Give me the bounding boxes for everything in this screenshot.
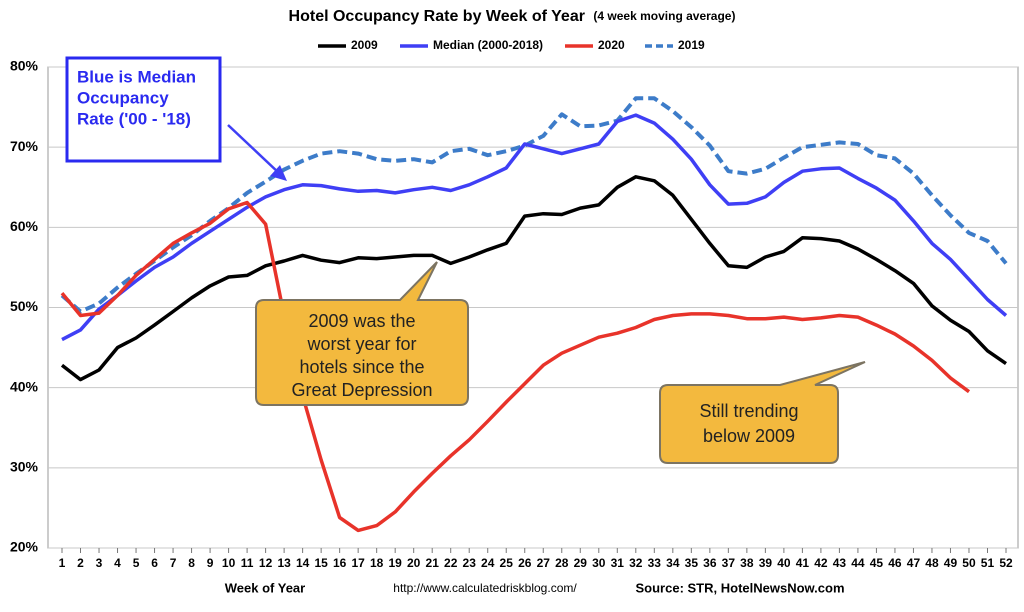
x-tick-label: 7 (170, 556, 177, 570)
x-tick-label: 27 (537, 556, 551, 570)
x-tick-label: 41 (796, 556, 810, 570)
x-axis-label: Week of Year (225, 580, 305, 595)
annotation-arrowhead (270, 165, 287, 181)
y-tick-label: 70% (10, 138, 39, 154)
x-tick-label: 49 (944, 556, 958, 570)
x-tick-label: 26 (518, 556, 532, 570)
x-tick-label: 14 (296, 556, 310, 570)
annotation-text: Blue is Median (77, 67, 196, 86)
x-tick-label: 30 (592, 556, 606, 570)
annotation-text: Occupancy (77, 88, 169, 107)
x-tick-label: 11 (241, 556, 254, 570)
annotation-text: below 2009 (703, 426, 795, 446)
x-tick-label: 1 (59, 556, 66, 570)
legend-label: Median (2000-2018) (433, 38, 543, 52)
callout-box (255, 261, 469, 406)
annotation-text: hotels since the (299, 357, 424, 377)
x-tick-label: 39 (759, 556, 773, 570)
annotation-text: Great Depression (291, 380, 432, 400)
x-tick-label: 42 (814, 556, 828, 570)
series-line (60, 175, 1007, 382)
x-tick-label: 43 (833, 556, 847, 570)
x-tick-label: 10 (222, 556, 236, 570)
x-tick-label: 44 (851, 556, 865, 570)
x-tick-label: 37 (722, 556, 736, 570)
x-tick-label: 13 (277, 556, 291, 570)
series-line (61, 113, 1008, 342)
source-note: Source: STR, HotelNewsNow.com (636, 580, 845, 595)
x-tick-label: 22 (444, 556, 458, 570)
x-tick-label: 4 (114, 556, 121, 570)
x-tick-label: 51 (981, 556, 995, 570)
x-tick-label: 2 (77, 556, 84, 570)
x-tick-label: 50 (962, 556, 976, 570)
x-tick-label: 47 (907, 556, 921, 570)
legend-label: 2009 (351, 38, 378, 52)
x-tick-label: 21 (426, 556, 440, 570)
series-line (60, 96, 1008, 314)
x-tick-label: 28 (555, 556, 569, 570)
x-tick-label: 23 (463, 556, 477, 570)
annotation-text: 2009 was the (308, 311, 415, 331)
callout-box (659, 361, 866, 464)
x-tick-label: 20 (407, 556, 421, 570)
x-tick-label: 38 (740, 556, 754, 570)
series-line (60, 200, 971, 533)
x-tick-label: 29 (574, 556, 588, 570)
x-tick-label: 17 (351, 556, 365, 570)
x-tick-label: 3 (96, 556, 103, 570)
y-tick-label: 80% (10, 58, 39, 74)
chart-title-line: Hotel Occupancy Rate by Week of Year (4 … (289, 8, 736, 25)
chart-subtitle: (4 week moving average) (593, 9, 735, 23)
y-tick-label: 60% (10, 218, 39, 234)
x-tick-label: 48 (925, 556, 939, 570)
x-tick-label: 18 (370, 556, 384, 570)
x-tick-label: 45 (870, 556, 884, 570)
y-tick-label: 40% (10, 378, 39, 394)
x-tick-label: 25 (500, 556, 514, 570)
x-tick-label: 15 (314, 556, 328, 570)
y-tick-label: 50% (10, 298, 39, 314)
y-tick-label: 20% (10, 539, 39, 555)
x-tick-label: 12 (259, 556, 273, 570)
annotation-text: Rate ('00 - '18) (77, 109, 191, 128)
x-tick-label: 36 (703, 556, 717, 570)
x-tick-label: 31 (611, 556, 625, 570)
x-tick-label: 32 (629, 556, 643, 570)
x-tick-label: 16 (333, 556, 347, 570)
x-tick-label: 6 (151, 556, 158, 570)
x-tick-label: 5 (133, 556, 140, 570)
annotation-text: Still trending (699, 401, 798, 421)
annotation-arrow (227, 124, 281, 175)
annotation-box (65, 56, 222, 163)
x-tick-label: 24 (481, 556, 495, 570)
y-tick-label: 30% (10, 459, 39, 475)
legend-label: 2019 (678, 38, 705, 52)
chart-title: Hotel Occupancy Rate by Week of Year (289, 8, 585, 25)
x-tick-label: 34 (666, 556, 680, 570)
x-tick-label: 19 (388, 556, 402, 570)
x-tick-label: 33 (648, 556, 662, 570)
x-tick-label: 40 (777, 556, 791, 570)
source-url: http://www.calculatedriskblog.com/ (393, 581, 577, 595)
x-tick-label: 52 (999, 556, 1013, 570)
x-tick-label: 46 (888, 556, 902, 570)
x-tick-label: 8 (188, 556, 195, 570)
annotation-text: worst year for (306, 334, 416, 354)
x-tick-label: 35 (685, 556, 699, 570)
x-tick-label: 9 (207, 556, 214, 570)
legend-label: 2020 (598, 38, 625, 52)
